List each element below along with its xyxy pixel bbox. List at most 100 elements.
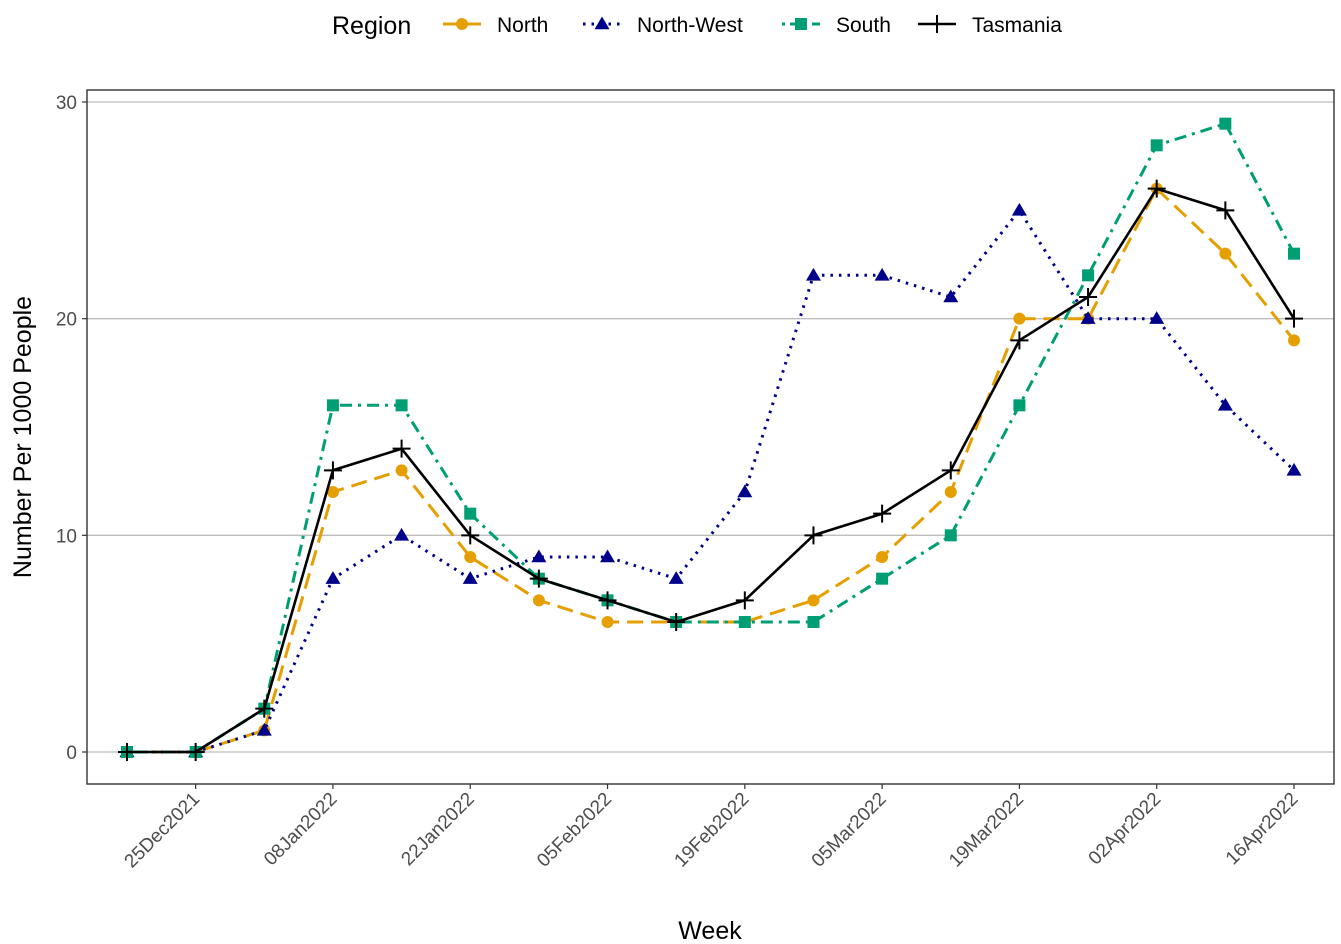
legend-item-north-west: North-West: [583, 14, 743, 37]
data-point-south: [395, 399, 408, 412]
data-point-south: [1288, 247, 1300, 260]
data-point-tasmania: [667, 613, 686, 631]
x-tick-label: 05Mar2022: [808, 789, 891, 872]
legend-key-marker: [795, 18, 807, 30]
legend: Region North North-West South Tasmania: [332, 12, 1062, 40]
data-point-tasmania: [1079, 288, 1098, 306]
data-point-south: [1219, 117, 1232, 130]
x-tick-label: 22Jan2022: [397, 789, 478, 870]
y-axis-title: Number Per 1000 People: [9, 296, 37, 578]
x-axis: 25Dec2021 08Jan2022 22Jan2022 05Feb2022 19Fe…: [121, 784, 1303, 872]
data-point-tasmania: [1216, 201, 1235, 220]
legend-item-north: North: [443, 14, 548, 37]
data-point-tasmania: [735, 591, 754, 610]
legend-label: North: [497, 14, 548, 37]
data-point-north: [807, 594, 820, 607]
data-point-south: [1013, 399, 1026, 412]
data-point-north-west: [668, 571, 684, 584]
legend-key-marker: [594, 16, 610, 30]
data-point-tasmania: [804, 526, 823, 545]
data-point-north: [1013, 312, 1026, 325]
data-point-north: [326, 486, 339, 498]
data-point-north: [464, 551, 477, 563]
data-point-north-west: [1217, 397, 1233, 411]
data-point-north-west: [1011, 202, 1027, 216]
series-south: [121, 117, 1300, 758]
series-line-north-west: [127, 208, 1296, 754]
series-line-south: [127, 122, 1296, 754]
x-tick-label: 08Jan2022: [260, 789, 341, 870]
data-point-north: [876, 551, 889, 563]
data-point-north-west: [874, 267, 890, 281]
data-point-north-west: [943, 289, 959, 303]
data-point-south: [326, 399, 339, 412]
data-point-tasmania: [598, 591, 617, 610]
data-point-north-west: [531, 549, 547, 563]
series-line-tasmania: [127, 187, 1296, 754]
legend-label: South: [836, 14, 891, 37]
legend-item-south: South: [782, 14, 891, 37]
data-point-north: [601, 616, 614, 628]
x-tick-label: 02Apr2022: [1085, 789, 1166, 870]
series-line-north: [127, 187, 1296, 754]
x-tick-label: 25Dec2021: [121, 789, 205, 873]
data-point-north-west: [394, 527, 410, 541]
data-point-north-west: [737, 484, 753, 498]
data-point-south: [944, 529, 957, 542]
y-tick-label: 30: [56, 93, 77, 114]
data-point-tasmania: [1010, 331, 1029, 350]
data-point-tasmania: [118, 743, 136, 761]
data-point-tasmania: [186, 743, 205, 761]
x-tick-label: 19Mar2022: [945, 789, 1028, 872]
data-point-tasmania: [323, 461, 342, 480]
legend-item-tasmania: Tasmania: [918, 14, 1062, 37]
data-point-north: [395, 464, 408, 477]
data-point-tasmania: [1285, 309, 1303, 328]
x-tick-label: 16Apr2022: [1222, 789, 1303, 870]
data-point-north-west: [325, 571, 341, 584]
legend-label: North-West: [637, 14, 743, 37]
x-axis-title: Week: [678, 917, 742, 944]
y-axis: 0 10 20 30: [56, 93, 87, 764]
data-point-south: [1082, 269, 1095, 282]
panel-border: [86, 89, 1335, 785]
data-point-north: [532, 594, 545, 607]
legend-key-marker: [456, 18, 468, 30]
data-point-north: [944, 486, 957, 498]
y-tick-label: 0: [66, 743, 77, 764]
data-point-tasmania: [529, 569, 548, 588]
y-tick-label: 10: [56, 526, 77, 547]
data-point-south: [464, 507, 477, 520]
data-point-tasmania: [941, 461, 960, 480]
data-point-north-west: [1080, 311, 1096, 324]
data-point-north: [1219, 247, 1232, 260]
data-point-north-west: [462, 571, 478, 584]
legend-title: Region: [332, 12, 411, 40]
data-point-tasmania: [461, 526, 480, 545]
data-point-south: [876, 572, 889, 585]
data-point-south: [807, 616, 820, 628]
data-point-tasmania: [255, 699, 274, 718]
data-point-tasmania: [392, 439, 411, 458]
data-point-north: [1288, 334, 1300, 347]
series-north-west: [119, 202, 1302, 758]
x-tick-label: 05Feb2022: [533, 789, 616, 872]
data-point-south: [1150, 139, 1163, 152]
legend-label: Tasmania: [972, 14, 1062, 37]
data-point-north-west: [256, 722, 272, 736]
series-north: [121, 182, 1300, 758]
data-point-north-west: [600, 549, 616, 563]
legend-key-marker: [928, 15, 946, 33]
data-point-south: [738, 616, 751, 628]
y-tick-label: 20: [56, 310, 77, 331]
data-point-tasmania: [1147, 179, 1166, 198]
data-point-north-west: [1286, 462, 1302, 476]
x-tick-label: 19Feb2022: [671, 789, 754, 872]
data-point-north-west: [1149, 311, 1165, 324]
data-point-north-west: [805, 267, 821, 281]
series-tasmania: [118, 179, 1303, 761]
plot-panel: [86, 89, 1335, 785]
data-point-tasmania: [873, 504, 892, 523]
